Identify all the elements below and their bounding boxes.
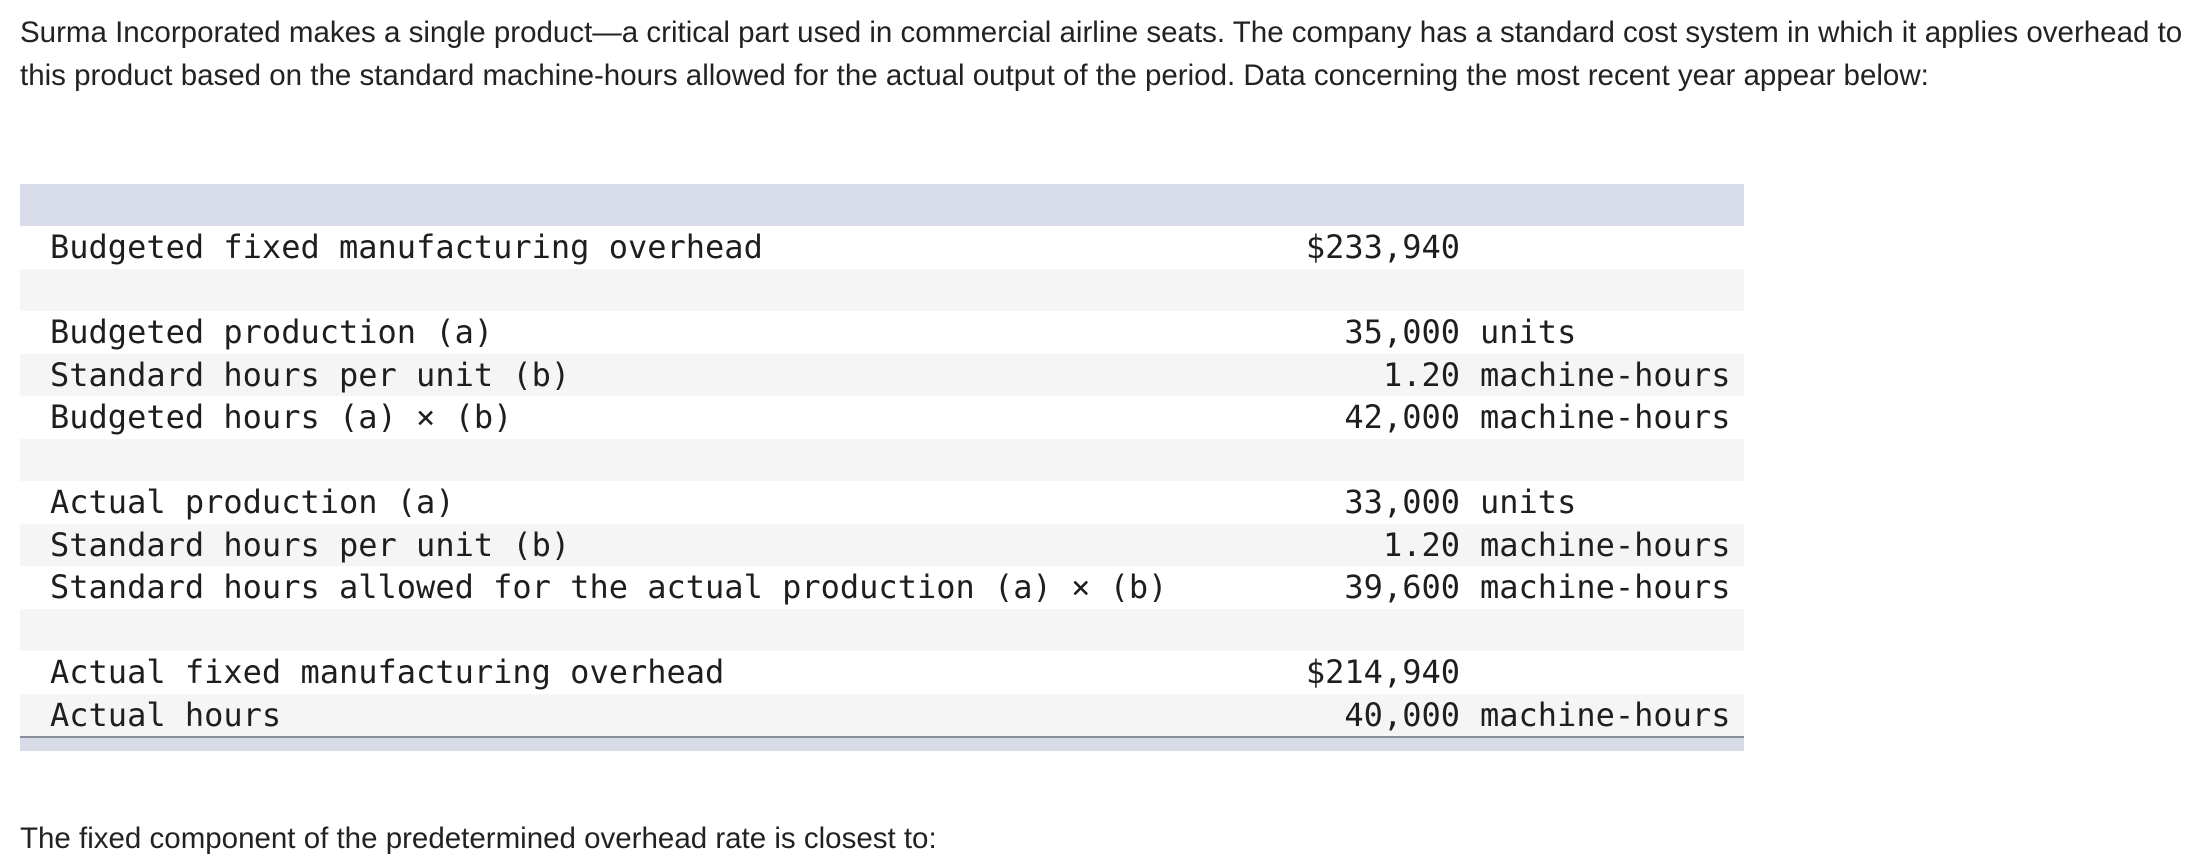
row-unit bbox=[1460, 268, 1744, 311]
table-row-spacer bbox=[20, 438, 1744, 481]
problem-intro-text: Surma Incorporated makes a single produc… bbox=[20, 16, 2183, 92]
row-amount: $214,940 bbox=[1240, 651, 1460, 694]
row-unit: units bbox=[1460, 481, 1744, 524]
row-label: Actual fixed manufacturing overhead bbox=[20, 651, 1240, 694]
row-unit bbox=[1460, 438, 1744, 481]
row-label bbox=[20, 438, 1240, 481]
table-header-band bbox=[20, 184, 1744, 226]
row-label: Actual hours bbox=[20, 693, 1240, 737]
table-row: Standard hours per unit (b) 1.20 machine… bbox=[20, 353, 1744, 396]
row-unit bbox=[1460, 226, 1744, 269]
table-row: Standard hours per unit (b) 1.20 machine… bbox=[20, 523, 1744, 566]
row-amount: 1.20 bbox=[1240, 353, 1460, 396]
cost-data-table: Budgeted fixed manufacturing overhead $2… bbox=[20, 184, 1744, 751]
row-label: Budgeted hours (a) × (b) bbox=[20, 396, 1240, 439]
row-unit: machine-hours bbox=[1460, 693, 1744, 737]
row-label: Standard hours per unit (b) bbox=[20, 353, 1240, 396]
row-amount: 42,000 bbox=[1240, 396, 1460, 439]
row-amount bbox=[1240, 268, 1460, 311]
row-unit: machine-hours bbox=[1460, 523, 1744, 566]
row-amount: 33,000 bbox=[1240, 481, 1460, 524]
table-row: Actual hours 40,000 machine-hours bbox=[20, 693, 1744, 737]
row-amount: 40,000 bbox=[1240, 693, 1460, 737]
table-footer-band bbox=[20, 736, 1744, 751]
row-label: Budgeted fixed manufacturing overhead bbox=[20, 226, 1240, 269]
row-amount: 39,600 bbox=[1240, 566, 1460, 609]
row-unit: units bbox=[1460, 311, 1744, 354]
question-text: The fixed component of the predetermined… bbox=[20, 822, 937, 855]
row-amount bbox=[1240, 438, 1460, 481]
row-amount bbox=[1240, 608, 1460, 651]
table-row: Actual production (a) 33,000 units bbox=[20, 481, 1744, 524]
row-label: Standard hours per unit (b) bbox=[20, 523, 1240, 566]
row-unit bbox=[1460, 608, 1744, 651]
table-row-spacer bbox=[20, 268, 1744, 311]
row-amount: 1.20 bbox=[1240, 523, 1460, 566]
row-unit: machine-hours bbox=[1460, 353, 1744, 396]
row-unit bbox=[1460, 651, 1744, 694]
row-label: Standard hours allowed for the actual pr… bbox=[20, 566, 1240, 609]
row-amount: 35,000 bbox=[1240, 311, 1460, 354]
table-row: Budgeted production (a) 35,000 units bbox=[20, 311, 1744, 354]
row-label bbox=[20, 608, 1240, 651]
table-row: Actual fixed manufacturing overhead $214… bbox=[20, 651, 1744, 694]
row-amount: $233,940 bbox=[1240, 226, 1460, 269]
table-row: Standard hours allowed for the actual pr… bbox=[20, 566, 1744, 609]
table-row: Budgeted fixed manufacturing overhead $2… bbox=[20, 226, 1744, 269]
row-unit: machine-hours bbox=[1460, 566, 1744, 609]
row-label: Actual production (a) bbox=[20, 481, 1240, 524]
table-row: Budgeted hours (a) × (b) 42,000 machine-… bbox=[20, 396, 1744, 439]
row-label: Budgeted production (a) bbox=[20, 311, 1240, 354]
row-label bbox=[20, 268, 1240, 311]
table-row-spacer bbox=[20, 608, 1744, 651]
row-unit: machine-hours bbox=[1460, 396, 1744, 439]
